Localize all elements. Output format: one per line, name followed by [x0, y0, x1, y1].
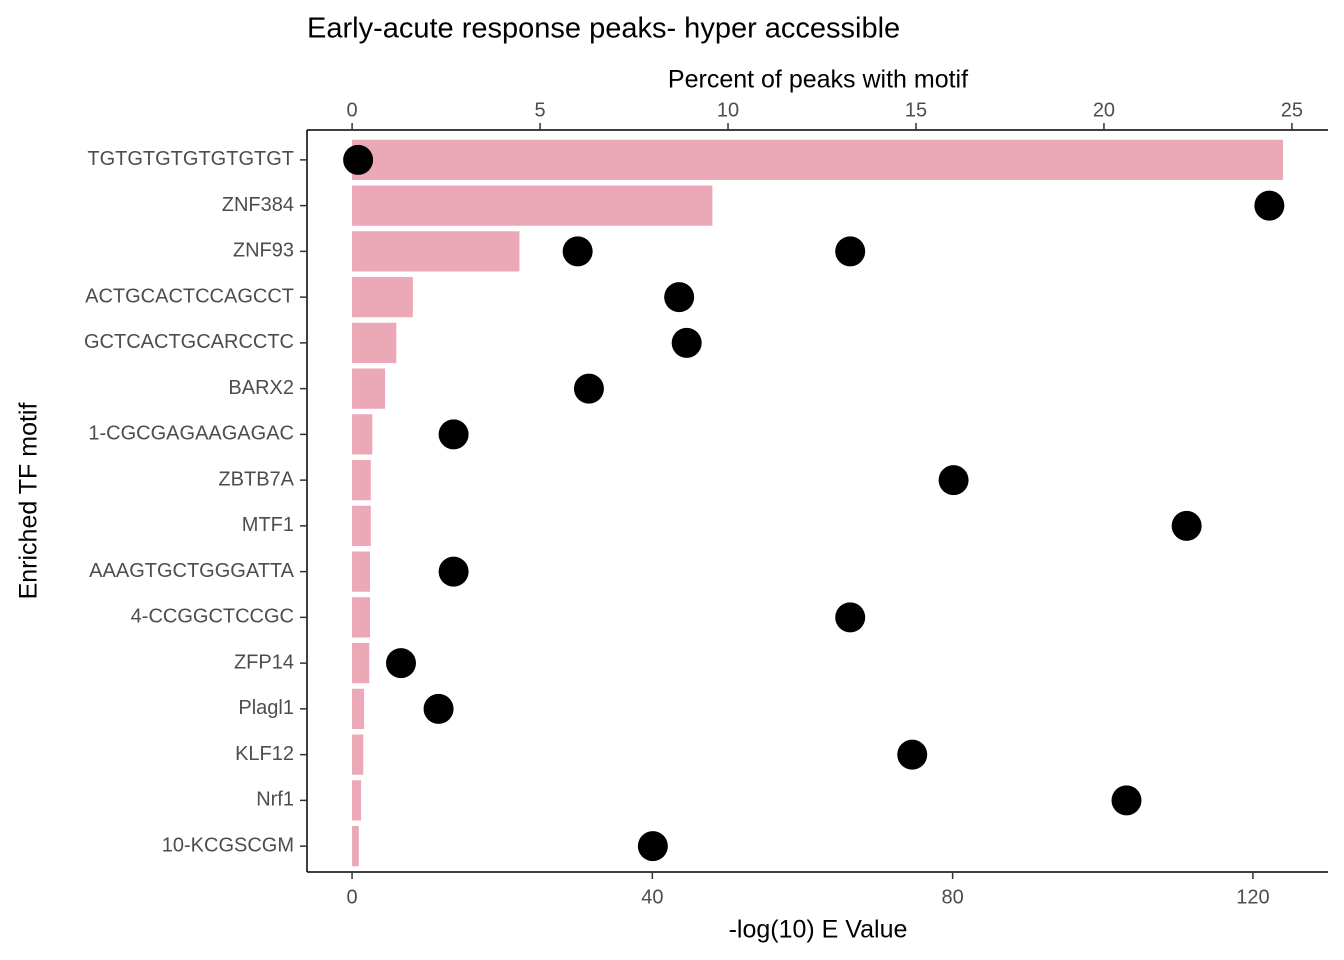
- bar: [352, 551, 371, 592]
- bar: [352, 825, 359, 867]
- x-axis-title: -log(10) E Value: [729, 916, 908, 944]
- point: [637, 831, 668, 862]
- point: [423, 693, 454, 724]
- y-tick-label: TGTGTGTGTGTGTGT: [87, 148, 294, 170]
- point: [562, 236, 593, 267]
- bar: [352, 459, 371, 501]
- bar: [352, 322, 397, 364]
- chart-title: Early-acute response peaks- hyper access…: [307, 13, 900, 45]
- x-tick-label: 80: [942, 886, 964, 908]
- x-tick-label: 0: [346, 886, 357, 908]
- y-tick-label: 1-CGCGAGAAGAGAC: [88, 423, 294, 445]
- point: [1171, 510, 1202, 541]
- y-tick-label: Nrf1: [256, 789, 294, 811]
- x2-tick-label: 15: [905, 99, 927, 121]
- bar: [352, 505, 371, 547]
- y-axis-title: Enriched TF motif: [15, 403, 43, 600]
- point: [938, 465, 969, 496]
- y-tick-label: ZBTB7A: [218, 468, 294, 490]
- x2-tick-label: 5: [535, 99, 546, 121]
- y-tick-label: GCTCACTGCARCCTC: [84, 331, 294, 353]
- y-tick-label: ACTGCACTCCAGCCT: [85, 285, 294, 307]
- x2-tick-label: 20: [1093, 99, 1115, 121]
- x2-axis-title: Percent of peaks with motif: [668, 66, 968, 94]
- bar: [352, 642, 370, 684]
- point: [438, 419, 469, 450]
- bar: [352, 368, 386, 409]
- point: [573, 373, 604, 404]
- bar: [352, 597, 371, 638]
- point: [897, 739, 928, 770]
- point: [438, 556, 469, 587]
- bar: [352, 231, 520, 272]
- y-tick-label: KLF12: [235, 743, 294, 765]
- point: [343, 144, 374, 175]
- point: [1254, 190, 1285, 221]
- point: [835, 236, 866, 267]
- point: [671, 327, 702, 358]
- y-tick-label: 4-CCGGCTCCGC: [131, 606, 294, 628]
- y-tick-label: ZFP14: [234, 651, 294, 673]
- point: [664, 282, 695, 313]
- bar: [352, 780, 362, 821]
- y-tick-label: MTF1: [242, 514, 294, 536]
- y-tick-label: 10-KCGSCGM: [162, 834, 294, 856]
- x-tick-label: 40: [641, 886, 663, 908]
- y-tick-label: AAAGTGCTGGGATTA: [89, 560, 294, 582]
- y-tick-label: BARX2: [228, 377, 294, 399]
- y-tick-label: Plagl1: [238, 697, 294, 719]
- x2-tick-label: 0: [347, 99, 358, 121]
- bar: [352, 414, 373, 455]
- bar: [352, 734, 364, 775]
- bar: [352, 276, 413, 318]
- point: [1111, 785, 1142, 816]
- bar: [352, 139, 1283, 181]
- bar: [352, 688, 365, 730]
- bar: [352, 185, 713, 226]
- y-tick-label: ZNF384: [222, 194, 294, 216]
- y-tick-label: ZNF93: [233, 240, 294, 262]
- x-tick-label: 120: [1236, 886, 1269, 908]
- point: [835, 602, 866, 633]
- x2-tick-label: 25: [1281, 99, 1303, 121]
- x2-tick-label: 10: [717, 99, 739, 121]
- point: [385, 648, 416, 679]
